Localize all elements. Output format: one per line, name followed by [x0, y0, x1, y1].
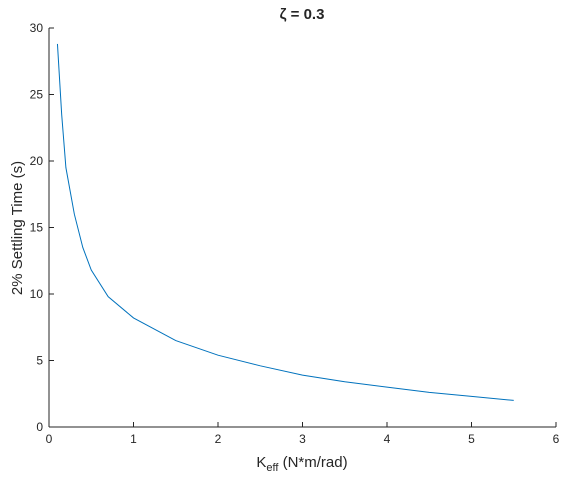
x-tick-label: 0 [46, 432, 53, 446]
y-tick-label: 10 [30, 287, 44, 301]
chart-title: ζ = 0.3 [280, 6, 325, 23]
x-tick-label: 3 [299, 432, 306, 446]
x-tick-label: 1 [130, 432, 137, 446]
y-tick-label: 0 [36, 420, 43, 434]
x-label-rest: (N*m/rad) [278, 454, 347, 471]
data-line [56, 43, 514, 401]
y-tick-label: 5 [36, 354, 43, 368]
x-tick-label: 6 [553, 432, 560, 446]
x-label-main: K [256, 454, 266, 471]
y-tick-label: 15 [30, 221, 44, 235]
x-tick-label: 5 [468, 432, 475, 446]
y-tick-label: 30 [30, 21, 44, 35]
x-label-sub: eff [266, 462, 279, 474]
y-axis-label: 2% Settling Time (s) [9, 161, 26, 295]
x-tick-label: 4 [384, 432, 391, 446]
y-tick-label: 20 [30, 154, 44, 168]
y-tick-label: 25 [30, 88, 44, 102]
x-tick-label: 2 [215, 432, 222, 446]
x-axis-label: Keff (N*m/rad) [256, 454, 347, 474]
